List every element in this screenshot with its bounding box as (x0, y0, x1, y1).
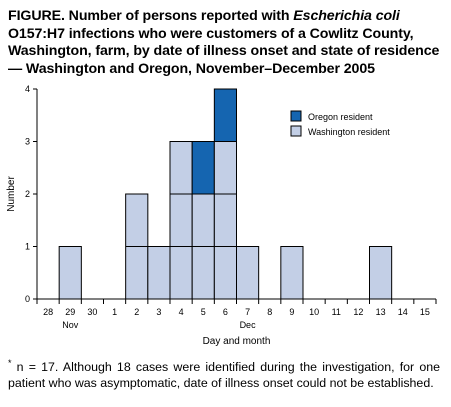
x-tick-label-15: 15 (420, 307, 430, 317)
legend-swatch-oregon-resident (290, 110, 302, 122)
x-tick-label-29: 29 (65, 307, 75, 317)
x-tick-label-4: 4 (179, 307, 184, 317)
y-axis-title: Number (6, 176, 17, 212)
y-tick-label: 4 (25, 84, 30, 94)
x-tick-label-2: 2 (134, 307, 139, 317)
x-tick-label-11: 11 (332, 307, 341, 317)
bar-washington-resident-29 (58, 246, 82, 300)
y-tick-label: 1 (25, 242, 30, 252)
bar-washington-resident-3 (147, 246, 171, 300)
month-label-nov: Nov (62, 320, 79, 330)
x-tick-label-3: 3 (156, 307, 161, 317)
y-tick-label: 2 (25, 189, 30, 199)
y-tick-label: 0 (25, 294, 30, 304)
footnote-text: n = 17. Although 18 cases were identifie… (8, 360, 440, 391)
x-tick-label-28: 28 (43, 307, 53, 317)
bar-washington-resident-7 (236, 246, 260, 300)
x-tick-label-8: 8 (267, 307, 272, 317)
x-tick-label-13: 13 (376, 307, 386, 317)
x-axis-title: Day and month (203, 336, 271, 347)
bar-oregon-resident-5 (191, 141, 215, 195)
title-organism: Escherichia coli (293, 8, 400, 24)
title-suffix: O157:H7 infections who were customers of… (8, 25, 440, 77)
bar-washington-resident-6 (213, 141, 237, 300)
footnote-mark: * (8, 358, 12, 368)
bar-washington-resident-4 (169, 141, 193, 300)
bar-washington-resident-13 (369, 246, 393, 300)
legend-label-washington-resident: Washington resident (308, 127, 390, 137)
month-label-dec: Dec (240, 320, 257, 330)
x-tick-label-7: 7 (245, 307, 250, 317)
y-tick-label: 3 (25, 137, 30, 147)
legend-swatch-washington-resident (290, 125, 302, 137)
x-tick-label-10: 10 (309, 307, 319, 317)
figure-footnote: * n = 17. Although 18 cases were identif… (8, 355, 440, 391)
bar-washington-resident-9 (280, 246, 304, 300)
x-tick-label-5: 5 (201, 307, 206, 317)
figure-title: FIGURE. Number of persons reported with … (8, 8, 446, 78)
x-tick-label-12: 12 (353, 307, 363, 317)
x-tick-label-30: 30 (87, 307, 97, 317)
legend-label-oregon-resident: Oregon resident (308, 112, 373, 122)
x-tick-label-9: 9 (289, 307, 294, 317)
x-tick-label-6: 6 (223, 307, 228, 317)
x-tick-label-14: 14 (398, 307, 408, 317)
x-tick-label-1: 1 (112, 307, 117, 317)
bar-oregon-resident-6 (213, 88, 237, 142)
title-prefix: FIGURE. Number of persons reported with (8, 8, 294, 24)
